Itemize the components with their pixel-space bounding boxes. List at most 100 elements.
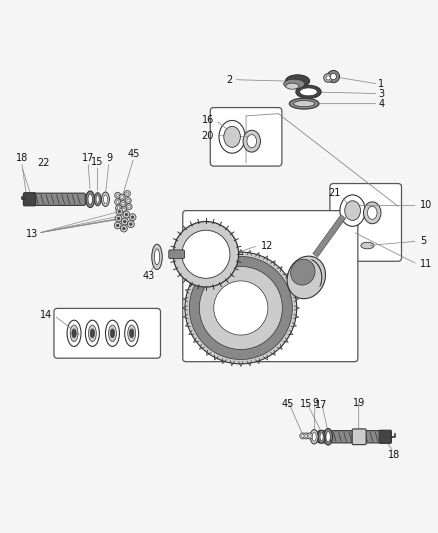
Text: 43: 43 [142,271,154,281]
Circle shape [129,214,136,221]
Ellipse shape [154,249,159,265]
Circle shape [117,224,119,227]
Circle shape [124,190,131,197]
Ellipse shape [364,202,381,224]
Circle shape [116,208,123,215]
Ellipse shape [224,126,240,147]
Ellipse shape [106,320,120,346]
Circle shape [123,227,125,230]
FancyBboxPatch shape [183,211,358,362]
Text: 10: 10 [420,200,432,211]
Circle shape [214,281,268,335]
Circle shape [117,217,120,220]
Circle shape [115,199,121,205]
FancyBboxPatch shape [352,429,366,445]
Ellipse shape [284,79,304,89]
Ellipse shape [320,433,323,441]
Circle shape [300,433,306,439]
Text: 9: 9 [106,153,112,163]
Circle shape [126,204,132,210]
Circle shape [128,205,131,208]
Circle shape [116,205,122,211]
Ellipse shape [103,195,107,204]
Circle shape [199,266,283,350]
Circle shape [119,194,125,200]
Text: 13: 13 [25,229,38,239]
Text: 1: 1 [378,79,385,89]
Ellipse shape [300,88,317,96]
FancyBboxPatch shape [30,193,85,205]
Ellipse shape [361,243,374,249]
Ellipse shape [86,191,95,207]
Ellipse shape [296,85,321,99]
Circle shape [120,225,127,232]
Text: 45: 45 [127,149,140,159]
Ellipse shape [130,329,134,338]
Ellipse shape [219,120,245,153]
Text: 22: 22 [37,158,50,167]
Ellipse shape [326,432,330,442]
Ellipse shape [289,98,319,109]
Ellipse shape [367,206,377,220]
Circle shape [131,216,134,219]
Circle shape [124,220,126,223]
Text: 18: 18 [15,153,28,163]
Text: 12: 12 [261,240,273,251]
Ellipse shape [88,194,92,205]
Ellipse shape [70,325,78,342]
Circle shape [301,434,304,437]
Text: 9: 9 [312,398,318,408]
Ellipse shape [310,430,318,444]
Ellipse shape [152,244,162,270]
Circle shape [117,194,119,197]
Text: 21: 21 [328,188,340,198]
Circle shape [125,213,128,216]
Circle shape [185,252,297,364]
Ellipse shape [125,320,139,346]
FancyBboxPatch shape [330,183,402,261]
Ellipse shape [286,75,310,87]
Ellipse shape [318,430,325,443]
Text: 15: 15 [300,399,312,409]
FancyBboxPatch shape [54,309,160,358]
Circle shape [117,200,119,203]
Circle shape [122,203,124,205]
Circle shape [182,230,230,278]
Ellipse shape [85,320,99,346]
Text: 3: 3 [378,88,385,99]
Ellipse shape [247,135,257,148]
Text: 4: 4 [378,99,385,109]
Ellipse shape [312,432,316,441]
FancyBboxPatch shape [210,108,282,166]
Text: 5: 5 [420,236,426,246]
Ellipse shape [345,201,360,221]
Text: 16: 16 [201,115,214,125]
Ellipse shape [96,195,99,203]
FancyBboxPatch shape [23,193,35,206]
Circle shape [121,196,124,198]
Circle shape [326,76,330,80]
Ellipse shape [287,256,325,298]
Ellipse shape [128,325,136,342]
Text: 19: 19 [353,398,365,408]
Ellipse shape [293,101,314,107]
Ellipse shape [243,130,261,152]
Circle shape [123,211,130,218]
Circle shape [120,200,126,207]
Ellipse shape [291,259,315,285]
Text: 17: 17 [82,153,94,163]
Circle shape [126,192,129,195]
FancyBboxPatch shape [379,430,392,443]
Circle shape [114,222,121,229]
Ellipse shape [67,320,81,346]
Text: 15: 15 [92,157,104,167]
Circle shape [327,70,339,83]
Text: 17: 17 [315,400,328,410]
Ellipse shape [72,329,76,338]
Circle shape [121,218,128,225]
Circle shape [127,221,134,228]
Circle shape [127,199,130,202]
FancyBboxPatch shape [169,250,184,259]
Ellipse shape [324,429,332,445]
Circle shape [305,434,307,437]
